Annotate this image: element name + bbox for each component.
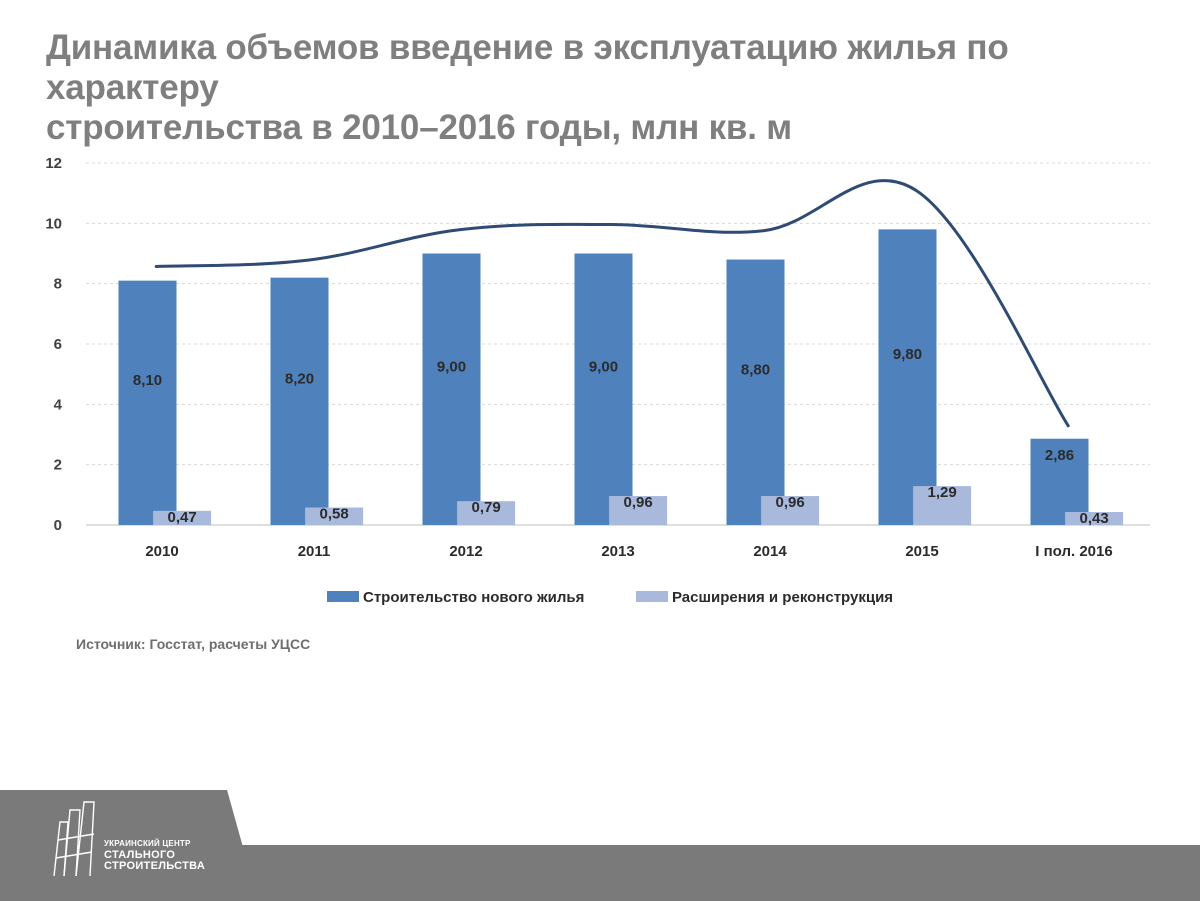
y-tick-label: 4 xyxy=(54,396,63,413)
logo-line3: СТРОИТЕЛЬСТВА xyxy=(104,860,206,872)
bar-reconstruction xyxy=(153,510,212,525)
legend-label: Расширения и реконструкция xyxy=(672,589,893,606)
bar-reconstruction xyxy=(305,507,364,525)
data-label-new-construction: 2,86 xyxy=(1045,447,1074,464)
bar-new-construction xyxy=(878,229,937,525)
x-tick-label: I пол. 2016 xyxy=(1035,543,1112,560)
legend-swatch xyxy=(327,591,359,602)
x-tick-label: 2014 xyxy=(753,543,787,560)
y-tick-label: 12 xyxy=(45,155,62,172)
chart-title: Динамика объемов введение в эксплуатацию… xyxy=(46,28,1166,148)
y-tick-label: 6 xyxy=(54,336,62,353)
y-tick-label: 2 xyxy=(54,457,62,474)
footer-band xyxy=(0,845,1200,901)
data-label-reconstruction: 0,96 xyxy=(775,494,804,511)
y-tick-label: 8 xyxy=(54,276,62,293)
legend-swatch xyxy=(636,591,668,602)
data-label-reconstruction: 0,79 xyxy=(471,499,500,516)
x-tick-label: 2013 xyxy=(601,543,634,560)
chart: 0 2 4 6 8 10 12 8,10 0,47 2010 8,20 0,58 2011 9,00 0,7… xyxy=(45,155,1150,606)
building-logo-icon xyxy=(53,801,95,877)
trend-line xyxy=(154,179,1070,428)
data-label-new-construction: 9,00 xyxy=(437,358,466,375)
data-label-reconstruction: 0,58 xyxy=(319,506,348,523)
data-label-new-construction: 9,00 xyxy=(589,358,618,375)
data-label-reconstruction: 0,43 xyxy=(1079,510,1108,527)
bar-reconstruction xyxy=(761,496,820,525)
y-tick-label: 10 xyxy=(45,215,62,232)
chart-title-line1: Динамика объемов введение в эксплуатацию… xyxy=(46,28,1009,107)
logo-line1: УКРАИНСКИЙ ЦЕНТР xyxy=(104,839,191,848)
bar-reconstruction xyxy=(609,496,668,525)
x-tick-label: 2015 xyxy=(905,543,938,560)
bar-new-construction xyxy=(574,253,633,525)
x-tick-label: 2011 xyxy=(298,543,331,560)
data-label-new-construction: 8,20 xyxy=(285,370,314,387)
legend-label: Строительство нового жилья xyxy=(363,589,584,606)
data-label-new-construction: 9,80 xyxy=(893,346,922,363)
data-label-reconstruction: 0,96 xyxy=(623,494,652,511)
y-tick-label: 0 xyxy=(54,517,62,534)
data-label-new-construction: 8,10 xyxy=(133,372,162,389)
data-label-reconstruction: 0,47 xyxy=(167,509,196,526)
source-note: Источник: Госстат, расчеты УЦСС xyxy=(76,636,311,652)
bar-reconstruction xyxy=(913,486,972,525)
bar-new-construction xyxy=(422,253,481,525)
bar-new-construction xyxy=(726,259,785,525)
x-tick-label: 2012 xyxy=(449,543,482,560)
data-label-new-construction: 8,80 xyxy=(741,361,770,378)
bar-reconstruction xyxy=(457,501,516,525)
logo-text: УКРАИНСКИЙ ЦЕНТР СТАЛЬНОГО СТРОИТЕЛЬСТВА xyxy=(104,840,205,872)
bar-new-construction xyxy=(1030,438,1089,525)
bar-reconstruction xyxy=(1065,512,1124,525)
bar-new-construction xyxy=(270,277,329,525)
bar-new-construction xyxy=(118,280,177,525)
data-label-reconstruction: 1,29 xyxy=(927,484,956,501)
x-tick-label: 2010 xyxy=(145,543,178,560)
logo-line2: СТАЛЬНОГО xyxy=(104,849,176,861)
chart-title-line2: строительства в 2010–2016 годы, млн кв. … xyxy=(46,108,792,147)
